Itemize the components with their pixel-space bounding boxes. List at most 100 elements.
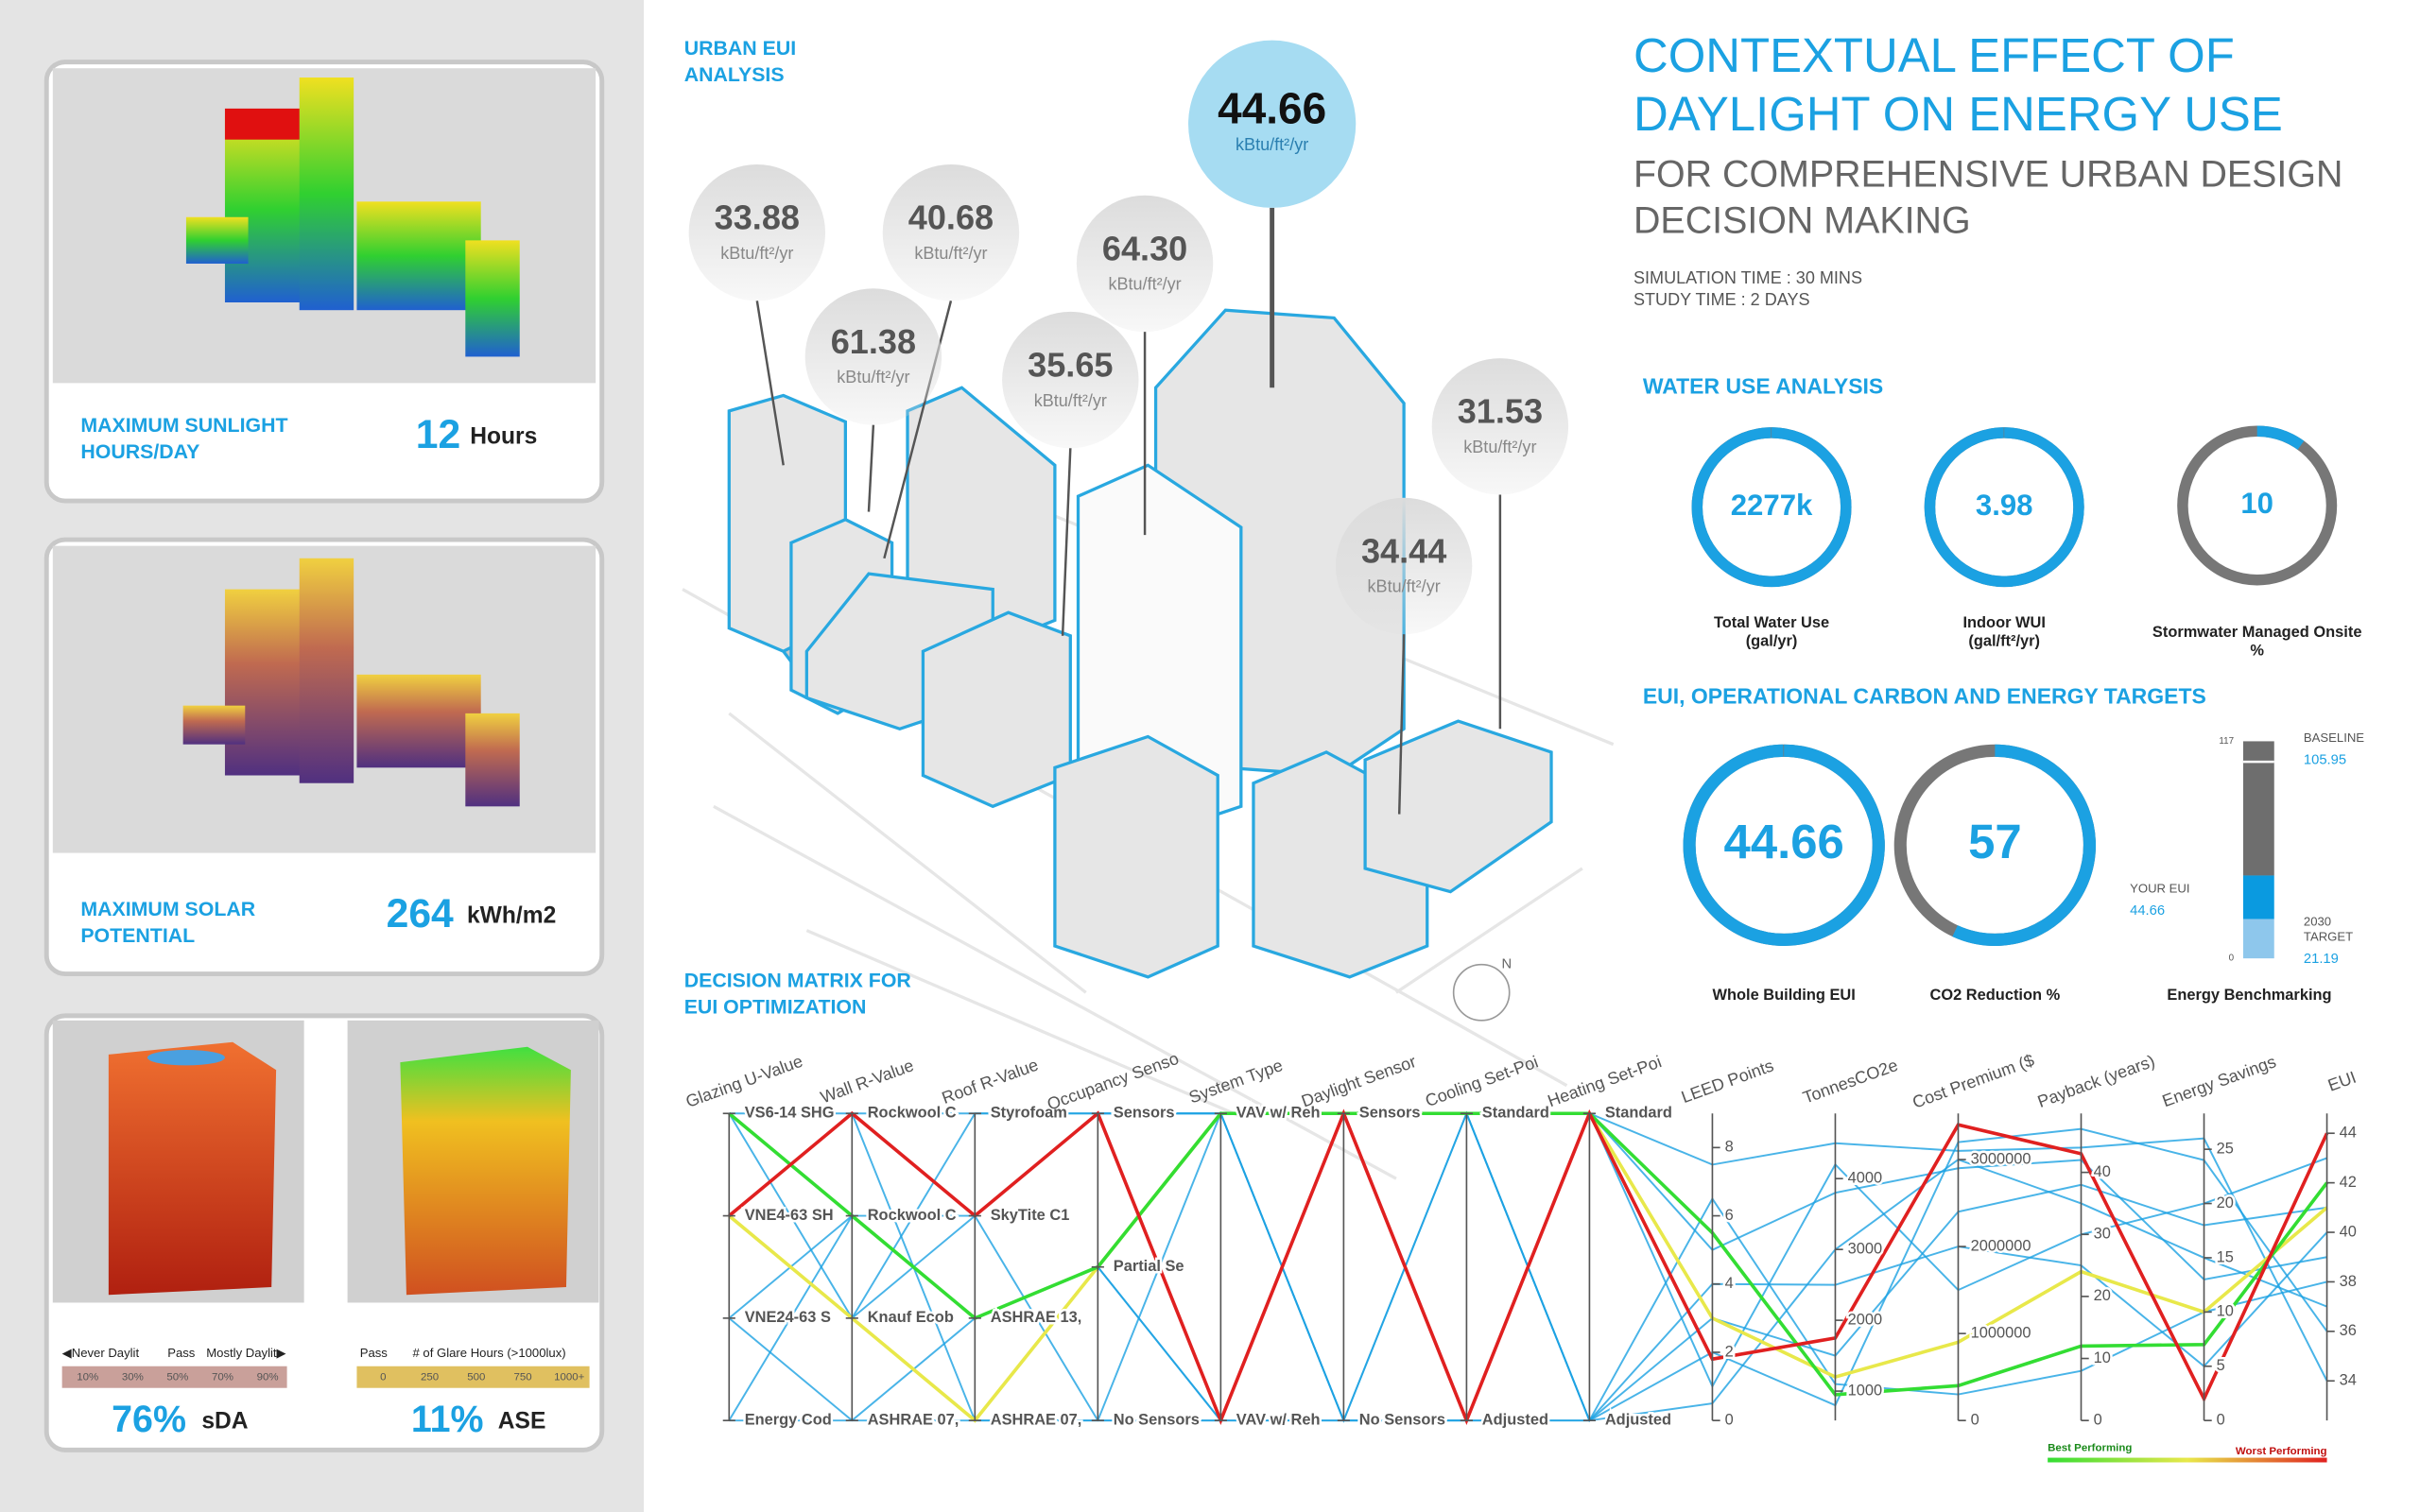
scale-label: 90% [257, 1371, 279, 1383]
benchmark-caption: Energy Benchmarking [2167, 987, 2331, 1004]
axis-name: Heating Set-Poi [1546, 1052, 1665, 1110]
benchmark-label: 2030 [2304, 914, 2331, 928]
benchmark-label: TARGET [2304, 930, 2353, 944]
legend-text: # of Glare Hours (>1000lux) [413, 1346, 566, 1360]
bubble-stem [1061, 448, 1072, 636]
note: SIMULATION TIME : 30 MINS [1634, 268, 1862, 287]
ring-label: Indoor WUI [1962, 614, 2045, 631]
ring-value: 2277k [1731, 489, 1813, 522]
tick-label: 44 [2340, 1125, 2357, 1142]
axis-name: Wall R-Value [818, 1056, 916, 1107]
category-label: Adjusted [1482, 1412, 1548, 1429]
benchmark-your [2242, 875, 2274, 919]
tick-label: 10 [2094, 1349, 2111, 1366]
eui-bubble [1431, 358, 1569, 495]
axis-name: Payback (years) [2035, 1052, 2157, 1111]
category-label: VNE24-63 S [745, 1309, 831, 1326]
eui-value: 40.68 [908, 198, 994, 237]
ring-arc [1683, 744, 1885, 947]
card-sunlight [43, 60, 605, 504]
eui-bubble [882, 163, 1020, 301]
axis-name: Roof R-Value [940, 1056, 1041, 1108]
title: CONTEXTUAL EFFECT OF [1634, 28, 2235, 82]
eui-bubble [688, 163, 826, 301]
benchmark-value: 44.66 [2130, 903, 2165, 919]
benchmark-label: BASELINE [2304, 730, 2364, 745]
eui-unit: kBtu/ft²/yr [837, 368, 909, 387]
ring-value: 44.66 [1724, 815, 1844, 868]
tick-label: 2000000 [1971, 1237, 2031, 1254]
tick-label: 15 [2217, 1248, 2234, 1265]
scale-label: 50% [166, 1371, 188, 1383]
tick-label: 1000 [1848, 1382, 1883, 1399]
category-label: Sensors [1359, 1105, 1421, 1122]
ring-arc [1924, 427, 2084, 588]
tick-label: 4 [1725, 1275, 1734, 1292]
axis-name: System Type [1186, 1056, 1286, 1107]
ring-label: Stormwater Managed Onsite [2152, 624, 2362, 641]
tick-label: 0 [1725, 1412, 1734, 1429]
tick-label: 0 [2217, 1412, 2225, 1429]
tick-label: 3000000 [1971, 1150, 2031, 1167]
eui-value: 64.30 [1102, 229, 1187, 267]
category-label: SkyTite C1 [991, 1207, 1070, 1224]
tick-label: 5 [2217, 1357, 2225, 1374]
category-label: Rockwool C [868, 1105, 957, 1122]
note: STUDY TIME : 2 DAYS [1634, 290, 1810, 309]
eui-bubble [1188, 40, 1357, 208]
tick-label: 30 [2094, 1226, 2111, 1243]
buildings [727, 308, 1553, 979]
axis-name: Daylight Sensor [1299, 1052, 1419, 1110]
eui-unit: kBtu/ft²/yr [720, 244, 793, 263]
benchmark-bar [2242, 741, 2274, 876]
category-label: ASHRAE 13, [991, 1309, 1082, 1326]
data-line [728, 1111, 2328, 1397]
category-label: Knauf Ecob [868, 1309, 954, 1326]
ase-unit: ASE [498, 1408, 546, 1434]
eui-unit: kBtu/ft²/yr [1236, 135, 1308, 154]
tick-label: 38 [2340, 1273, 2357, 1290]
category-label: Standard [1482, 1105, 1549, 1122]
axis-name: EUI [2325, 1068, 2359, 1095]
scale-label: 750 [513, 1371, 531, 1383]
axis-name: LEED Points [1679, 1056, 1776, 1107]
section-title: WATER USE ANALYSIS [1643, 373, 1883, 398]
tick-label: 1000000 [1971, 1324, 2031, 1341]
category-label: VNE4-63 SH [745, 1207, 834, 1224]
sunlight-label: HOURS/DAY [80, 440, 199, 463]
scale-label: 30% [122, 1371, 144, 1383]
scale-label: 500 [467, 1371, 485, 1383]
bubble-stem [867, 424, 875, 512]
category-label: No Sensors [1114, 1412, 1200, 1429]
tick-label: 2000 [1848, 1311, 1883, 1328]
legend-text: Pass [167, 1346, 196, 1360]
solar-label: POTENTIAL [80, 924, 195, 947]
tick-label: 10 [2217, 1303, 2234, 1320]
ring-label: (gal/yr) [1746, 633, 1798, 650]
tick-label: 4000 [1848, 1170, 1883, 1187]
category-label: Energy Cod [745, 1412, 832, 1429]
eui-bubble [804, 288, 942, 425]
section-title: EUI OPTIMIZATION [684, 995, 867, 1018]
scale-label: 1000+ [554, 1371, 585, 1383]
tick-label: 20 [2217, 1194, 2234, 1211]
eui-value: 31.53 [1458, 392, 1543, 431]
subtitle: FOR COMPREHENSIVE URBAN DESIGN [1634, 153, 2342, 195]
tick-label: 0 [2094, 1412, 2102, 1429]
category-label: Sensors [1114, 1105, 1175, 1122]
sda-value: 76% [112, 1399, 186, 1440]
benchmark-label: YOUR EUI [2130, 882, 2189, 896]
eui-bubble [1002, 311, 1139, 449]
benchmark-tick: 117 [2219, 736, 2234, 747]
sunlight-value: 12 [416, 412, 460, 457]
eui-unit: kBtu/ft²/yr [1368, 577, 1441, 596]
card-daylight [43, 1013, 605, 1452]
ring-value: 3.98 [1976, 489, 2033, 522]
category-label: ASHRAE 07, [868, 1412, 959, 1429]
category-label: Partial Se [1114, 1258, 1184, 1275]
eui-value: 33.88 [715, 198, 800, 237]
ring-value: 57 [1968, 815, 2022, 868]
section-title: URBAN EUI [684, 37, 797, 60]
eui-value: 44.66 [1218, 83, 1326, 132]
